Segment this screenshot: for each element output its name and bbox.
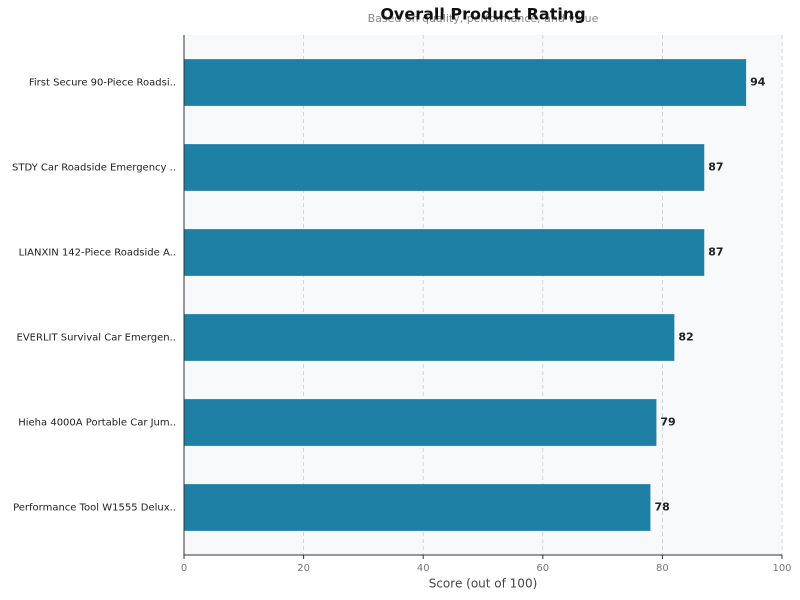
- x-tick-label: 0: [181, 563, 187, 574]
- x-axis-label: Score (out of 100): [429, 577, 538, 591]
- value-label: 79: [660, 416, 675, 429]
- value-label: 78: [654, 501, 669, 514]
- x-tick-label: 80: [656, 563, 669, 574]
- y-tick-label: EVERLIT Survival Car Emergen..: [17, 333, 176, 344]
- y-tick-label: First Secure 90-Piece Roadsi..: [29, 78, 176, 89]
- x-tick-label: 20: [297, 563, 310, 574]
- plot-area: [184, 35, 782, 555]
- y-tick-label: Performance Tool W1555 Delux..: [13, 503, 176, 514]
- x-tick-label: 100: [772, 563, 791, 574]
- bar: [184, 314, 675, 361]
- x-tick-label: 60: [536, 563, 549, 574]
- chart-title: Overall Product Rating: [380, 5, 585, 24]
- x-tick-label: 40: [417, 563, 430, 574]
- value-label: 87: [708, 161, 723, 174]
- value-label: 87: [708, 246, 723, 259]
- y-tick-label: LIANXIN 142-Piece Roadside A..: [19, 248, 176, 259]
- bar: [184, 59, 747, 106]
- value-label: 82: [678, 331, 693, 344]
- bar: [184, 229, 705, 276]
- y-tick-label: Hieha 4000A Portable Car Jum..: [18, 418, 176, 429]
- value-label: 94: [750, 76, 766, 89]
- chart-subtitle: Based on quality, performance, and value: [368, 12, 599, 25]
- bar: [184, 484, 651, 531]
- bar: [184, 399, 657, 446]
- y-tick-label: STDY Car Roadside Emergency ..: [12, 163, 176, 174]
- bar: [184, 144, 705, 191]
